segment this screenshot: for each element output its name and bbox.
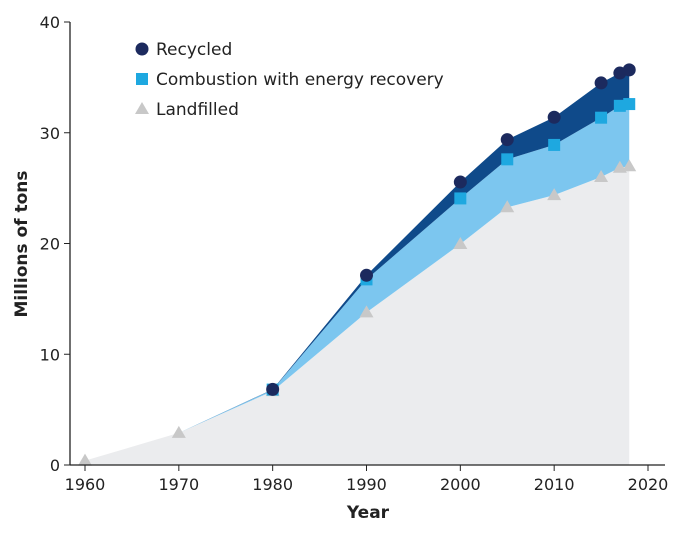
area-landfilled <box>85 166 630 465</box>
y-tick-label: 30 <box>40 124 60 143</box>
data-point-triangle <box>594 169 609 182</box>
y-tick-label: 10 <box>40 345 60 364</box>
data-point-circle <box>547 110 561 124</box>
data-point-triangle <box>78 453 92 466</box>
data-point-circle <box>500 133 514 147</box>
x-tick-label: 1960 <box>65 475 106 494</box>
x-tick-label: 1990 <box>346 475 387 494</box>
legend-label: Landfilled <box>156 100 239 120</box>
data-point-circle <box>266 382 280 396</box>
data-point-circle <box>622 63 636 77</box>
data-point-triangle <box>622 159 637 172</box>
legend-label: Recycled <box>156 40 232 60</box>
area-combustion-with-energy-recovery <box>85 104 630 461</box>
legend-marker-circle <box>135 42 149 56</box>
x-tick-label: 1970 <box>158 475 199 494</box>
data-point-square <box>613 99 626 112</box>
data-point-circle <box>360 268 373 282</box>
data-point-triangle <box>171 425 186 438</box>
data-point-square <box>623 98 636 111</box>
y-tick-label: 0 <box>50 456 60 475</box>
data-point-triangle <box>359 305 374 318</box>
data-point-square <box>501 153 514 166</box>
data-point-triangle <box>453 237 468 250</box>
data-point-circle <box>453 175 467 189</box>
legend-label: Combustion with energy recovery <box>156 70 444 90</box>
y-axis-label: Millions of tons <box>12 170 32 317</box>
x-axis-label: Year <box>346 503 390 523</box>
data-point-square <box>595 111 608 124</box>
x-tick-label: 2000 <box>440 475 481 494</box>
data-point-triangle <box>547 188 562 201</box>
data-point-circle <box>594 76 608 90</box>
data-point-square <box>548 138 561 151</box>
data-point-triangle <box>500 200 515 213</box>
y-tick-label: 20 <box>40 235 60 254</box>
legend-marker-square <box>136 73 148 85</box>
x-tick-label: 1980 <box>252 475 293 494</box>
y-tick-label: 40 <box>40 13 60 32</box>
x-tick-label: 2010 <box>534 475 575 494</box>
x-tick-label: 2020 <box>628 475 669 494</box>
area-recycled <box>85 69 630 461</box>
legend-marker-triangle <box>135 102 149 114</box>
data-point-square <box>454 192 467 205</box>
